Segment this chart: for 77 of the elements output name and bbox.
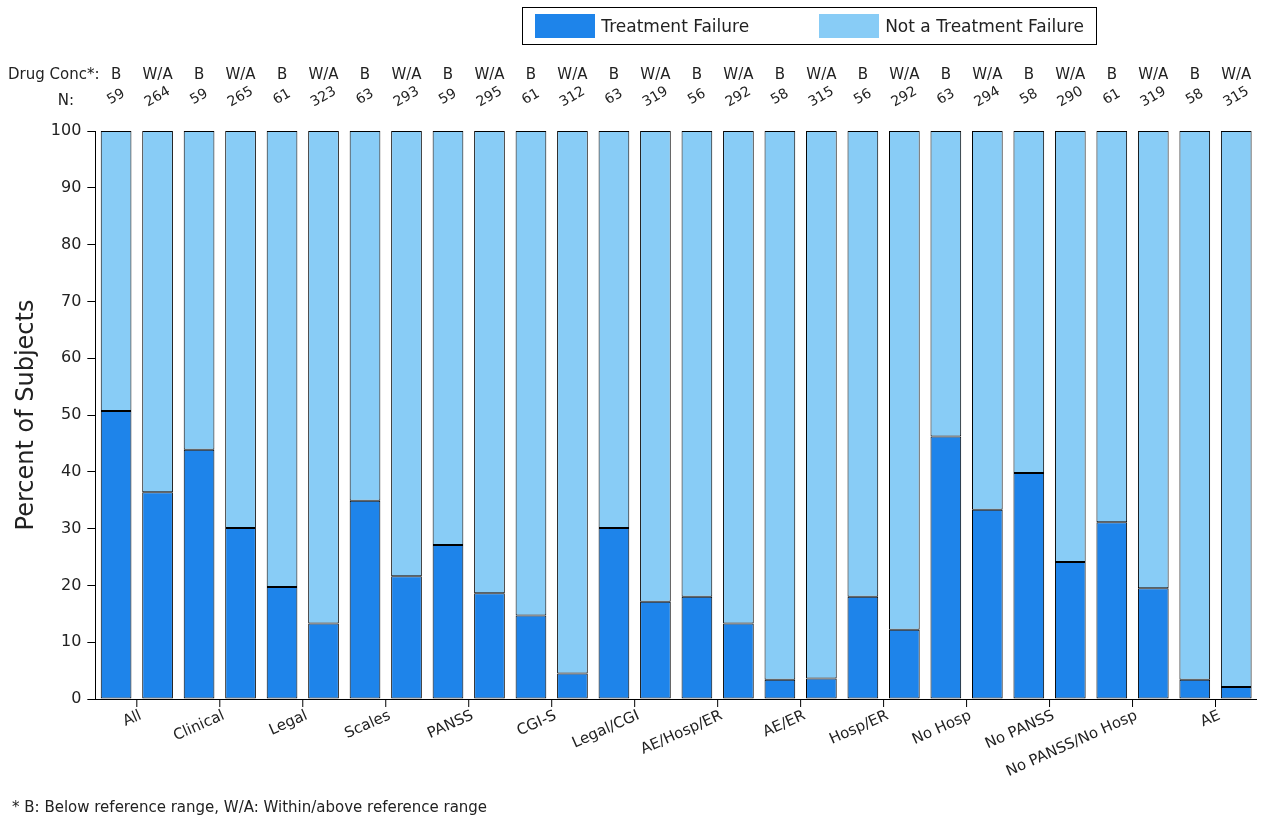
text: 56 [850, 84, 874, 108]
text: 319 [1137, 82, 1169, 110]
y-tick-label: 40 [60, 460, 82, 480]
text: 319 [639, 82, 671, 110]
x-tick-label: B [110, 64, 122, 83]
x-tick-label: W/A [225, 64, 257, 83]
x-tick-label: W/A [806, 64, 838, 83]
x-tick-label: B [608, 64, 620, 83]
x-tick-label: W/A [1221, 64, 1253, 83]
text: 292 [888, 82, 920, 110]
y-tick-label: 50 [60, 404, 82, 424]
text: 264 [141, 82, 173, 110]
y-tick-label: 80 [60, 233, 82, 253]
x-tick-label: B [1189, 64, 1200, 83]
x-tick-label: B [359, 64, 371, 83]
text: 293 [390, 82, 422, 110]
x-tick-label: B [276, 64, 288, 83]
y-tick-label: 70 [60, 290, 82, 310]
y-tick-label: 0 [71, 688, 82, 708]
text: 63 [352, 84, 377, 108]
x-tick-label: W/A [557, 64, 589, 83]
text: 315 [805, 82, 837, 110]
text: CGI-S [513, 705, 559, 740]
x-tick-label: W/A [1138, 64, 1170, 83]
text: AE [1197, 705, 1223, 731]
x-tick-label: W/A [308, 64, 340, 83]
x-tick-label: B [1023, 64, 1034, 83]
y-tick-label: 90 [60, 176, 82, 196]
text: 312 [556, 82, 588, 110]
x-tick-label: B [525, 64, 537, 83]
y-tick-label: 30 [60, 517, 82, 537]
text: 59 [435, 84, 460, 108]
text: 61 [1099, 84, 1123, 108]
x-tick-label: B [940, 64, 951, 83]
text: No Hosp [909, 705, 974, 748]
text: Drug Conc*: [8, 64, 100, 83]
y-tick-label: 10 [60, 631, 82, 651]
y-tick-label: 60 [60, 347, 82, 367]
y-axis-title: Percent of Subjects [10, 299, 39, 531]
text: 59 [103, 84, 128, 108]
text: * B: Below reference range, W/A: Within/above reference range [12, 797, 488, 816]
x-tick-label: W/A [889, 64, 921, 83]
text: 59 [186, 84, 211, 108]
text: 61 [269, 84, 294, 108]
x-tick-label: B [442, 64, 454, 83]
text: 292 [722, 82, 754, 110]
x-tick-label: B [857, 64, 869, 83]
legend-label: Not a Treatment Failure [885, 16, 1084, 36]
x-tick-label: B [691, 64, 703, 83]
text: 265 [224, 82, 256, 110]
text: 315 [1220, 82, 1252, 110]
x-tick-label: B [774, 64, 786, 83]
x-tick-label: W/A [640, 64, 672, 83]
text: 61 [518, 84, 542, 108]
legend-label: Treatment Failure [601, 16, 750, 36]
x-tick-label: B [193, 64, 205, 83]
x-tick-label: W/A [391, 64, 423, 83]
x-tick-label: W/A [723, 64, 755, 83]
text: N: [57, 90, 74, 109]
text: 290 [1054, 82, 1086, 110]
text: 323 [307, 82, 339, 110]
text: 58 [1016, 84, 1040, 108]
x-tick-label: B [1106, 64, 1117, 83]
x-tick-label: W/A [972, 64, 1004, 83]
y-tick-label: 20 [60, 574, 82, 594]
text: All [119, 705, 145, 730]
text: 58 [1182, 84, 1206, 108]
text: 63 [601, 84, 625, 108]
text: 58 [767, 84, 791, 108]
y-tick-label: 100 [50, 120, 82, 140]
text: 63 [933, 84, 957, 108]
text: 294 [971, 82, 1003, 110]
text: 56 [684, 84, 709, 108]
x-tick-label: W/A [1055, 64, 1087, 83]
x-tick-label: W/A [142, 64, 174, 83]
x-tick-label: W/A [474, 64, 506, 83]
text: 295 [473, 82, 505, 110]
